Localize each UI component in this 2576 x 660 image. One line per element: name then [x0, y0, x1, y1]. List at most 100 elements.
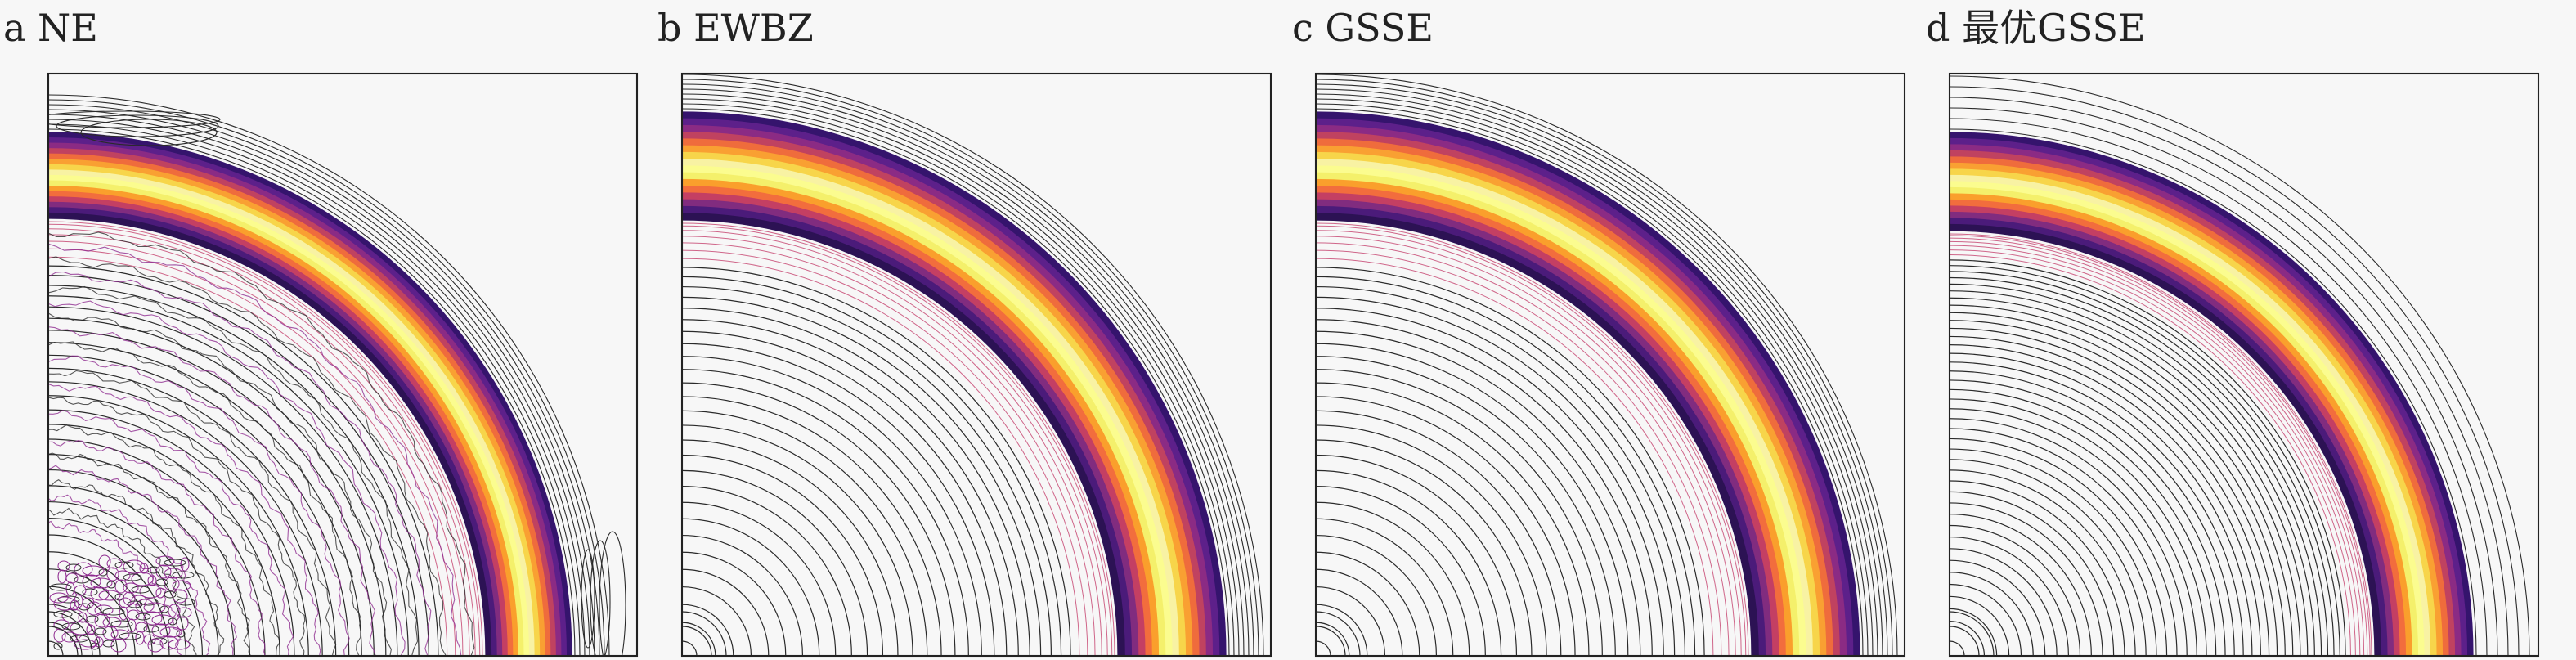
panel-a-plot-inner-contour-26	[48, 501, 204, 656]
panel-a-plot-inner-contour-28	[48, 534, 170, 656]
panel-d-plot-inner-contour-21	[1950, 352, 2253, 656]
panel-b-plot-inner-contour-16	[682, 356, 982, 656]
panel-d-plot-outer-contour-2	[1950, 118, 2488, 656]
panel-a-plot-wavefront-band-12	[48, 191, 514, 656]
panel-b-plot-inner-contour-26	[682, 501, 837, 656]
panel-a-plot-noise-ring-10	[57, 595, 80, 604]
panel-b-plot-inner-contour-15	[682, 343, 995, 656]
panel-c-plot-inner-contour-13	[1316, 319, 1653, 656]
panel-d-plot-inner-contour-4	[1950, 240, 2365, 656]
panel-c-plot-outer-contour-6	[1316, 83, 1888, 656]
panel-c-plot-wavefront-band-13	[1316, 192, 1779, 656]
panel-d-plot-inner-contour-30	[1950, 438, 2168, 656]
panel-b-plot-wavefront-band-11	[682, 178, 1160, 656]
panel-d-plot-inner-contour-27	[1950, 408, 2197, 656]
panel-a-plot-inner-contour-22	[48, 438, 266, 656]
panel-c-plot-source-contour-1	[1316, 640, 1331, 656]
panel-c-plot-inner-contour-20	[1316, 410, 1562, 656]
panel-d-plot-wavefront-band-8	[1950, 174, 2431, 656]
panel-b-plot-wavefront-band-4	[682, 132, 1206, 656]
panel-d-plot-inner-contour-10	[1950, 271, 2335, 656]
panel-a-plot-noise-ring-80	[82, 565, 105, 577]
panel-a-plot-noise-ring-105	[53, 596, 76, 611]
panel-a-plot-edge-artifact-2	[56, 114, 219, 137]
panel-a-plot-inner-contour-7	[48, 256, 448, 656]
panel-a-label: a NE	[3, 6, 98, 50]
panel-a-plot-noise-ring-56	[147, 575, 157, 586]
panel-d-plot-wavefront-band-13	[1950, 205, 2400, 656]
panel-a-plot-noise-ring-26	[155, 587, 165, 599]
panel-d-plot-inner-contour-25	[1950, 388, 2217, 656]
panel-d-plot-inner-contour-24	[1950, 379, 2226, 656]
panel-a-plot-wavefront-band-1	[48, 132, 572, 656]
panel-b-plot	[680, 72, 1272, 658]
panel-d-plot-wavefront-band-11	[1950, 193, 2412, 656]
panel-a-plot-noise-ring-95	[143, 602, 166, 613]
panel-a-plot-dispersion-contour-6	[48, 300, 406, 656]
panel-a-plot-noise-ring-38	[123, 582, 139, 594]
panel-c-plot-inner-contour-8	[1316, 267, 1705, 656]
panel-a-plot-noise-ring-5	[168, 639, 191, 650]
panel-c-plot-wavefront-band-7	[1316, 151, 1820, 656]
panel-b-plot-inner-contour-19	[682, 396, 942, 656]
panel-c-plot-inner-contour-12	[1316, 308, 1664, 656]
panel-d-plot-wavefront-band-2	[1950, 137, 2468, 656]
panel-c-plot-inner-contour-33	[1316, 622, 1350, 656]
panel-d-plot-inner-contour-11	[1950, 276, 2329, 656]
panel-b-plot-wavefront-band-13	[682, 192, 1146, 656]
panel-b-plot-wavefront-band-2	[682, 118, 1220, 656]
panel-a-plot-noise-ring-78	[155, 564, 172, 579]
panel-a-plot-noise-ring-14	[49, 592, 69, 604]
panel-a-plot-noise-ring-71	[78, 612, 88, 623]
panel-d-plot-wavefront-band-14	[1950, 211, 2394, 656]
panel-d-plot-wavefront-band-6	[1950, 162, 2444, 656]
panel-b-plot-outer-contour-7	[682, 79, 1259, 656]
panel-c-plot-source-contour-3	[1316, 611, 1361, 656]
panel-a-plot-noise-ring-57	[176, 616, 189, 631]
panel-a-plot-inner-contour-9	[48, 275, 429, 656]
panel-a-plot-noise-ring-85	[102, 608, 125, 616]
panel-b-plot-inner-contour-4	[682, 236, 1102, 656]
panel-a-plot-noise-ring-79	[53, 610, 73, 618]
panel-a-plot-wavefront-band-3	[48, 142, 562, 656]
panel-a-plot-content	[48, 94, 626, 656]
panel-a-plot-noise-ring-29	[110, 629, 130, 640]
panel-b-plot-inner-contour-11	[682, 296, 1042, 656]
panel-a-plot-inner-contour-30	[48, 568, 136, 656]
panel-b-plot-wavefront-band-6	[682, 145, 1193, 656]
panel-a-plot-noise-ring-1	[53, 642, 63, 650]
panel-c-plot-wavefront-band-6	[1316, 145, 1827, 656]
panel-a-plot-noise-ring-66	[57, 569, 67, 584]
panel-c-plot-outer-contour-5	[1316, 88, 1883, 656]
panel-a-plot-noise-ring-69	[143, 611, 163, 626]
panel-d-plot-inner-contour-39	[1950, 536, 2070, 656]
panel-c-plot-outer-contour-8	[1316, 74, 1898, 656]
panel-c-plot-inner-contour-15	[1316, 343, 1629, 656]
panel-a-plot-noise-ring-72	[106, 567, 119, 581]
panel-a-plot-inner-contour-25	[48, 485, 219, 656]
panel-a-plot-noise-ring-49	[61, 622, 81, 631]
panel-c-plot-outer-contour-3	[1316, 98, 1874, 656]
panel-a-plot-dispersion-contour-3	[48, 256, 447, 656]
panel-c-plot-wavefront-band-3	[1316, 124, 1847, 656]
panel-a-plot-noise-ring-73	[135, 613, 151, 621]
panel-d-plot-inner-contour-19	[1950, 335, 2270, 656]
panel-c-plot-wavefront-band-15	[1316, 205, 1766, 656]
panel-b-plot-inner-contour-22	[682, 439, 899, 656]
panel-c-plot-inner-contour-22	[1316, 439, 1533, 656]
panel-a-plot-frame	[47, 72, 639, 658]
panel-d-plot-inner-contour-3	[1950, 237, 2368, 656]
panel-c-plot-inner-contour-27	[1316, 518, 1454, 656]
panel-d-plot-outer-contour-1	[1950, 128, 2477, 656]
panel-d-plot-wavefront-band-7	[1950, 168, 2437, 656]
panel-c-plot-inner-contour-21	[1316, 424, 1547, 656]
panel-c-plot-inner-contour-29	[1316, 551, 1420, 656]
panel-b-plot-wavefront-band-10	[682, 172, 1166, 656]
panel-c-plot-inner-contour-28	[1316, 534, 1438, 656]
panel-d-plot-wavefront-band-5	[1950, 156, 2449, 656]
panel-d-plot-inner-contour-16	[1950, 312, 2294, 656]
panel-a-plot-noise-ring-102	[98, 554, 111, 569]
panel-b-plot-inner-contour-24	[682, 469, 868, 656]
panel-a-plot-noise-ring-101	[70, 599, 79, 611]
panel-a-plot-wavefront-band-11	[48, 186, 518, 656]
